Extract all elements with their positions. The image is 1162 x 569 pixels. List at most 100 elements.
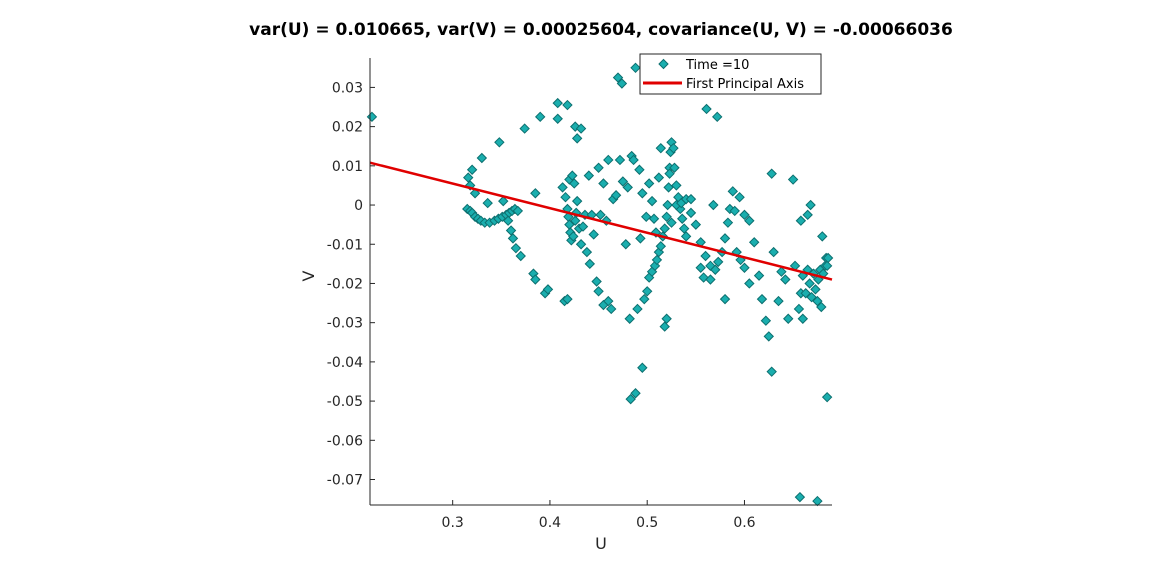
scatter-point xyxy=(666,217,677,228)
scatter-point xyxy=(661,211,672,223)
scatter-point xyxy=(763,331,774,342)
legend-entry-markers: Time =10 xyxy=(685,58,749,73)
scatter-point xyxy=(617,176,629,187)
scatter-point xyxy=(577,221,589,232)
scatter-point xyxy=(662,199,673,211)
y-tick-label: 0.03 xyxy=(332,80,363,96)
scatter-point xyxy=(630,62,641,74)
scatter-point xyxy=(780,274,791,285)
legend-marker-icon xyxy=(658,58,669,70)
y-tick-label: -0.03 xyxy=(327,316,363,332)
scatter-point xyxy=(821,260,833,272)
scatter-point xyxy=(584,258,596,270)
scatter-point xyxy=(651,254,663,266)
scatter-point xyxy=(571,133,583,144)
scatter-point xyxy=(719,293,731,305)
scatter-point xyxy=(787,174,799,185)
plot-area xyxy=(366,56,834,507)
scatter-point xyxy=(620,239,632,250)
scatter-point xyxy=(734,191,745,203)
scatter-point xyxy=(795,215,807,226)
scatter-point xyxy=(560,191,571,203)
scatter-point xyxy=(722,217,734,228)
scatter-point xyxy=(669,162,680,173)
scatter-point xyxy=(760,315,772,326)
scatter-point xyxy=(624,313,635,324)
scatter-point xyxy=(712,256,724,268)
scatter-point xyxy=(700,250,711,262)
x-tick-label: 0.3 xyxy=(442,515,464,531)
scatter-point xyxy=(637,362,648,373)
scatter-point xyxy=(507,233,519,244)
scatter-point xyxy=(710,264,721,275)
scatter-point xyxy=(701,103,712,115)
scatter-point xyxy=(591,276,602,287)
scatter-point xyxy=(671,180,682,191)
scatter-point xyxy=(712,111,723,123)
scatter-point xyxy=(622,182,633,193)
y-axis-ticks: 0.03 0.02 0.01 0 -0.01 -0.02 -0.03 -0.04 -0.05 -0… xyxy=(327,80,375,489)
scatter-point xyxy=(766,366,777,377)
scatter-point xyxy=(705,260,716,272)
y-tick-label: -0.05 xyxy=(327,394,363,410)
scatter-point xyxy=(505,225,517,236)
scatter-point xyxy=(641,211,652,223)
scatter-point xyxy=(637,188,648,199)
scatter-point xyxy=(634,164,645,175)
scatter-point xyxy=(800,288,811,299)
scatter-point xyxy=(575,239,587,250)
scatter-point xyxy=(705,274,716,285)
scatter-point xyxy=(466,164,478,175)
scatter-point xyxy=(646,195,658,207)
scatter-point xyxy=(562,293,573,305)
scatter-point xyxy=(690,219,702,230)
scatter-point xyxy=(727,186,738,197)
scatter-point xyxy=(603,154,614,166)
scatter-point xyxy=(655,241,667,252)
legend-entry-principal-axis: First Principal Axis xyxy=(686,77,804,92)
scatter-point xyxy=(583,170,595,181)
scatter-point xyxy=(822,252,834,264)
x-axis-ticks: 0.3 0.4 0.5 0.6 xyxy=(442,500,756,531)
scatter-point xyxy=(535,111,546,123)
scatter-point xyxy=(530,188,541,199)
y-tick-label: -0.07 xyxy=(327,473,363,489)
scatter-point xyxy=(664,168,675,179)
scatter-point xyxy=(510,242,522,254)
y-tick-label: 0.02 xyxy=(332,120,363,136)
scatter-point xyxy=(476,152,488,164)
scatter-point xyxy=(756,293,768,305)
scatter-point xyxy=(661,313,672,324)
scatter-point xyxy=(805,199,816,211)
scatter-point xyxy=(581,246,593,258)
x-tick-label: 0.4 xyxy=(539,515,561,531)
scatter-point xyxy=(668,142,679,154)
scatter-point xyxy=(593,162,604,173)
scatter-point xyxy=(768,246,779,258)
scatter-point xyxy=(797,313,809,324)
scatter-point xyxy=(598,178,609,189)
scatter-markers xyxy=(366,56,834,507)
y-tick-label: 0 xyxy=(354,198,363,214)
scatter-point xyxy=(498,195,509,207)
scatter-point xyxy=(817,231,828,242)
scatter-point xyxy=(542,284,554,295)
scatter-point xyxy=(821,391,833,403)
scatter-point xyxy=(552,97,563,109)
scatter-point xyxy=(482,197,493,209)
chart-title: var(U) = 0.010665, var(V) = 0.00025604, … xyxy=(249,20,953,40)
scatter-point xyxy=(724,203,736,215)
scatter-point xyxy=(812,295,823,307)
scatter-point xyxy=(593,286,604,297)
scatter-point xyxy=(802,209,813,221)
scatter-point xyxy=(739,209,750,221)
y-axis-label: V xyxy=(299,270,318,281)
scatter-point xyxy=(614,154,626,166)
scatter-point xyxy=(569,178,580,189)
y-tick-label: -0.06 xyxy=(327,433,363,449)
scatter-point xyxy=(816,301,827,313)
scatter-point xyxy=(653,172,665,183)
scatter-point xyxy=(469,188,481,199)
scatter-point xyxy=(571,195,583,207)
scatter-point xyxy=(643,178,655,189)
